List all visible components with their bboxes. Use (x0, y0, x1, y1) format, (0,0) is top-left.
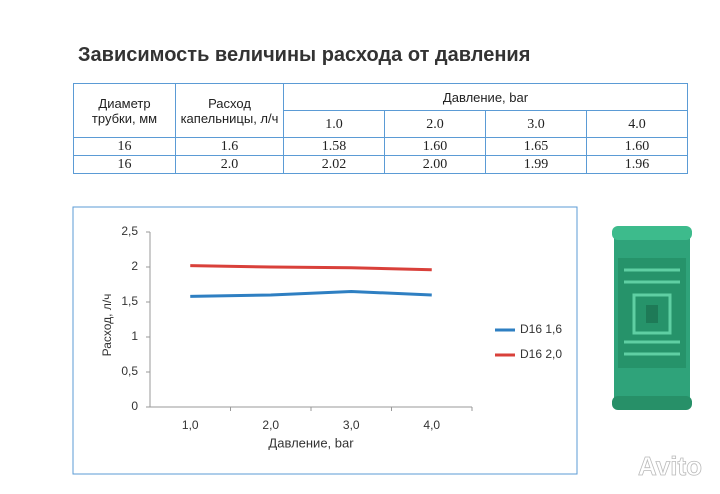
cell: 2.00 (384, 155, 486, 174)
x-tick-label: 2,0 (262, 418, 279, 432)
header-cell: Диаметр трубки, мм (73, 83, 176, 138)
y-axis-label: Расход, л/ч (100, 294, 114, 357)
y-tick-label: 0,5 (121, 364, 138, 378)
dripper-image (612, 226, 692, 410)
x-axis-label: Давление, bar (268, 435, 354, 450)
title: Зависимость величины расхода от давления (78, 44, 531, 66)
header-cell: 2.0 (384, 110, 486, 138)
cell: 1.99 (485, 155, 587, 174)
header-cell: 4.0 (586, 110, 688, 138)
y-tick-label: 2,5 (121, 224, 138, 238)
x-tick-label: 1,0 (182, 418, 199, 432)
header-cell: 3.0 (485, 110, 587, 138)
cell: 2.02 (283, 155, 385, 174)
cell: 16 (73, 155, 176, 174)
y-tick-label: 1 (131, 329, 138, 343)
header-cell: Давление, bar (283, 83, 688, 111)
cell: 1.58 (283, 137, 385, 156)
y-tick-label: 0 (131, 399, 138, 413)
legend-label: D16 2,0 (520, 347, 562, 361)
cell: 1.96 (586, 155, 688, 174)
chart-frame (72, 206, 578, 475)
line-series (190, 264, 432, 272)
line-series (190, 289, 432, 298)
x-tick-label: 3,0 (343, 418, 360, 432)
y-tick-label: 1,5 (121, 294, 138, 308)
legend-label: D16 1,6 (520, 322, 562, 336)
x-tick-label: 4,0 (423, 418, 440, 432)
header-cell: 1.0 (283, 110, 385, 138)
y-tick-label: 2 (131, 259, 138, 273)
cell: 2.0 (175, 155, 284, 174)
watermark: Avito (638, 451, 702, 481)
data-table: Диаметр трубки, мм Расход капельницы, л/ч… (73, 83, 688, 174)
